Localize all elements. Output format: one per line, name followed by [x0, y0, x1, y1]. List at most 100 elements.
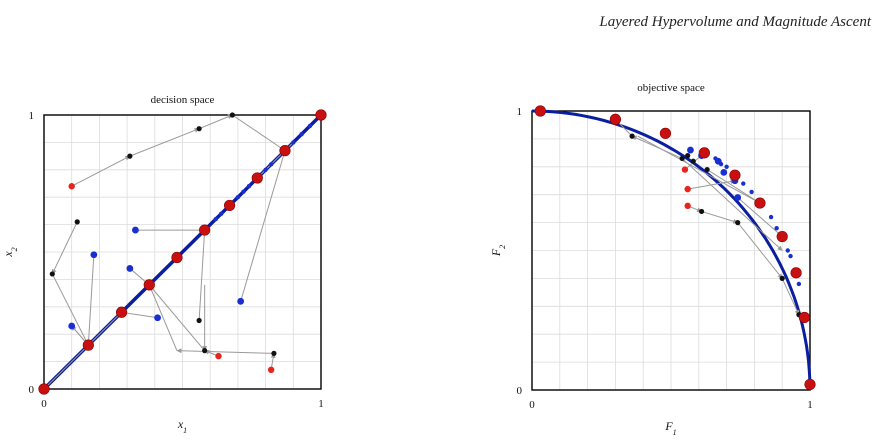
- trajectory-arrow: [232, 114, 286, 152]
- trajectory-arrow: [148, 284, 178, 351]
- blue-point: [154, 314, 161, 322]
- plot-frame: [531, 110, 811, 391]
- x-axis-label: F1: [664, 419, 676, 437]
- front-dot: [741, 181, 746, 186]
- plot-objective-space: objective space 0 1 0 1 F1 F2: [489, 82, 816, 437]
- trajectory-arrow: [701, 210, 739, 224]
- blue-point: [720, 168, 728, 176]
- red-point: [684, 185, 691, 193]
- trajectory-arrow: [737, 222, 783, 279]
- optimal-point: [804, 378, 816, 391]
- optimal-point: [279, 145, 291, 157]
- plot-decision-space: decision space 0 1 0 1 x1 x2: [1, 94, 327, 435]
- trajectory-arrow: [51, 221, 78, 275]
- plot-frame: [43, 114, 322, 390]
- plot-title: objective space: [637, 82, 705, 94]
- optimal-point: [143, 279, 155, 291]
- optimal-point: [315, 109, 327, 121]
- y-tick-label: 0: [29, 384, 35, 396]
- black-point: [779, 275, 785, 281]
- trajectory-arrow: [737, 197, 783, 237]
- x-axis-label: x1: [177, 417, 187, 435]
- trajectory-arrow: [681, 158, 783, 251]
- optimal-point: [115, 306, 128, 318]
- front-dot: [307, 123, 313, 129]
- optimal-point: [534, 105, 546, 117]
- optimal-point: [754, 197, 766, 209]
- front-dot: [235, 195, 241, 200]
- trajectory-arrow: [71, 155, 131, 187]
- trajectory-arrow: [198, 229, 207, 321]
- black-point: [735, 220, 741, 226]
- optimal-point: [609, 113, 622, 125]
- trajectory-arrow: [86, 254, 95, 346]
- y-axis-label: F2: [489, 245, 507, 257]
- blue-point: [68, 322, 76, 330]
- optimal-point: [790, 267, 802, 279]
- blue-point: [132, 226, 139, 234]
- trajectory-arrow: [87, 311, 122, 346]
- trajectory-arrow: [121, 310, 158, 319]
- x-tick-label: 1: [807, 399, 813, 411]
- trajectory-arrow: [148, 284, 206, 351]
- trajectory-arrow: [781, 278, 800, 316]
- trajectory-arrow: [129, 128, 200, 157]
- trajectory-arrow: [43, 344, 89, 390]
- trajectory-arrow: [51, 273, 89, 346]
- black-point: [685, 153, 691, 159]
- red-point: [267, 366, 275, 374]
- trajectory-arrow: [198, 114, 233, 130]
- trajectory-arrow: [176, 348, 274, 354]
- blue-point: [734, 194, 742, 201]
- front-dot: [219, 211, 224, 216]
- optimal-point: [729, 169, 741, 181]
- optimal-point: [171, 251, 183, 264]
- optimal-point: [223, 199, 236, 212]
- y-tick-label: 0: [517, 385, 523, 397]
- black-point: [704, 166, 710, 173]
- plot-title: decision space: [151, 94, 215, 106]
- black-point: [271, 350, 277, 356]
- trajectory-arrow: [240, 150, 287, 302]
- trajectory-arrow: [706, 169, 761, 204]
- black-point: [202, 348, 208, 354]
- black-point: [127, 153, 133, 159]
- red-point: [681, 166, 689, 173]
- red-point: [215, 352, 222, 360]
- figure-title: Layered Hypervolume and Magnitude Ascent: [599, 14, 871, 30]
- front-dot: [796, 281, 802, 287]
- black-point: [196, 126, 202, 132]
- front-dot: [241, 189, 246, 194]
- x-tick-label: 0: [41, 398, 47, 410]
- y-tick-label: 1: [517, 106, 523, 118]
- black-point: [229, 112, 235, 118]
- blue-point: [90, 251, 98, 259]
- red-point: [684, 202, 691, 210]
- front-dot: [299, 131, 304, 137]
- y-tick-label: 1: [29, 110, 35, 122]
- x-tick-label: 0: [529, 399, 535, 411]
- black-point: [74, 219, 80, 225]
- front-dot: [213, 216, 218, 222]
- front-dot: [246, 184, 252, 189]
- black-point: [690, 158, 696, 164]
- black-point: [698, 208, 705, 215]
- black-point: [49, 271, 55, 277]
- optimal-point: [199, 224, 211, 236]
- front-dot: [785, 248, 790, 253]
- blue-point: [714, 157, 722, 165]
- red-point: [68, 183, 75, 190]
- x-tick-label: 1: [318, 398, 324, 410]
- black-point: [629, 133, 635, 139]
- front-dot: [788, 253, 793, 259]
- optimal-point: [698, 147, 710, 159]
- front-dot: [268, 162, 274, 167]
- blue-point: [237, 297, 245, 305]
- y-axis-label: x2: [1, 247, 19, 257]
- front-dot: [774, 225, 779, 231]
- front-dot: [768, 214, 774, 220]
- optimal-point: [798, 311, 811, 324]
- front-dot: [263, 167, 268, 172]
- black-point: [679, 155, 685, 162]
